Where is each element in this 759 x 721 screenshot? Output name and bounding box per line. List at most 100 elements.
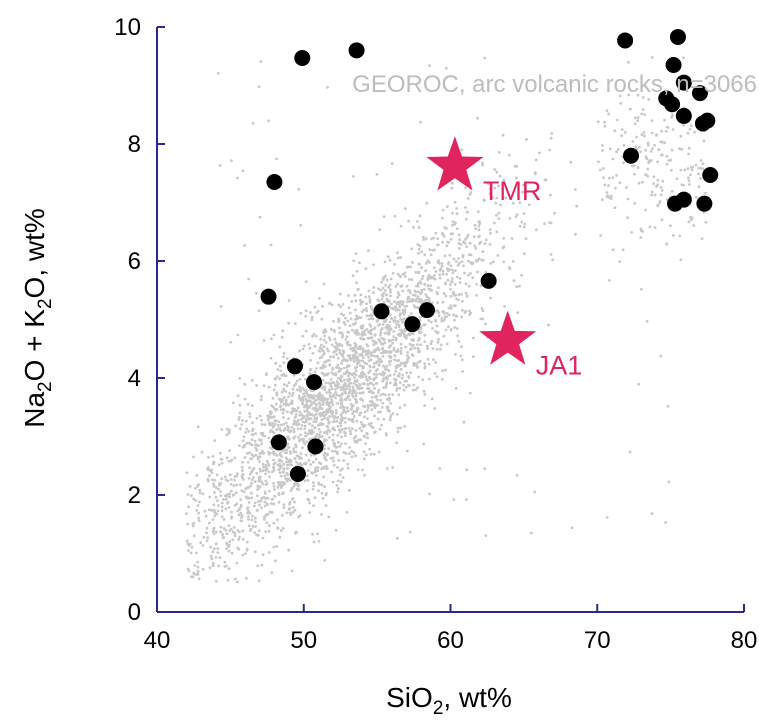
background-point xyxy=(351,274,355,278)
background-point xyxy=(332,420,336,423)
background-point xyxy=(267,119,271,123)
background-point xyxy=(226,493,230,496)
background-point xyxy=(440,264,444,268)
background-point xyxy=(341,334,345,337)
background-point xyxy=(548,148,551,152)
background-point xyxy=(318,391,321,395)
background-point xyxy=(406,360,409,363)
background-point xyxy=(643,134,646,138)
background-point xyxy=(416,243,420,246)
background-point xyxy=(620,134,623,138)
background-point xyxy=(403,403,407,407)
background-point xyxy=(397,293,401,297)
background-point xyxy=(250,478,254,482)
background-point xyxy=(372,383,375,387)
background-point xyxy=(473,244,477,248)
background-point xyxy=(241,445,245,449)
background-point xyxy=(430,237,433,241)
background-point xyxy=(247,524,251,528)
background-point xyxy=(227,459,231,463)
background-point xyxy=(283,383,286,386)
background-point xyxy=(255,448,259,452)
background-point xyxy=(354,369,358,373)
background-point xyxy=(234,424,238,428)
background-point xyxy=(348,371,351,375)
background-point xyxy=(396,291,400,295)
background-point xyxy=(298,349,301,353)
background-point xyxy=(388,381,392,385)
background-point xyxy=(225,433,229,437)
background-point xyxy=(626,216,629,220)
background-point xyxy=(245,547,249,551)
background-point xyxy=(347,452,351,455)
background-point xyxy=(609,197,613,201)
background-point xyxy=(336,466,339,469)
background-point xyxy=(460,260,464,263)
background-point xyxy=(377,410,380,414)
background-point xyxy=(689,173,692,177)
background-point xyxy=(660,129,663,133)
background-point xyxy=(217,487,220,491)
background-point xyxy=(340,435,343,439)
background-point xyxy=(451,280,454,284)
y-label-sub1: 2 xyxy=(35,381,56,392)
background-point xyxy=(365,302,368,305)
background-point xyxy=(253,531,256,534)
background-point xyxy=(391,412,395,415)
background-point xyxy=(304,280,308,283)
background-point xyxy=(267,489,271,493)
background-point xyxy=(220,515,224,519)
background-point xyxy=(199,541,203,545)
background-point xyxy=(236,546,240,550)
background-point xyxy=(419,120,422,124)
background-point xyxy=(297,394,301,397)
background-point xyxy=(309,358,312,362)
background-point xyxy=(394,326,398,329)
background-point xyxy=(479,240,483,244)
background-point xyxy=(323,414,326,418)
background-point xyxy=(391,307,395,311)
background-point xyxy=(498,174,502,178)
background-point xyxy=(281,484,284,487)
background-point xyxy=(295,487,299,491)
background-point xyxy=(348,429,352,433)
background-point xyxy=(428,274,431,278)
background-point xyxy=(502,178,506,182)
background-point xyxy=(240,489,244,492)
background-point xyxy=(418,350,422,353)
background-point xyxy=(330,371,334,374)
background-point xyxy=(342,387,346,391)
background-point xyxy=(238,403,242,407)
background-point xyxy=(648,225,652,229)
background-point xyxy=(663,141,666,145)
background-point xyxy=(335,380,339,384)
background-point xyxy=(311,407,315,410)
background-point xyxy=(432,266,436,270)
background-point xyxy=(423,404,426,407)
background-point xyxy=(345,335,349,338)
background-point xyxy=(368,298,372,301)
background-point xyxy=(301,334,305,338)
background-point xyxy=(305,406,309,410)
background-point xyxy=(376,391,380,394)
background-point xyxy=(276,518,279,522)
background-point xyxy=(352,381,356,385)
background-point xyxy=(253,480,257,484)
background-point xyxy=(313,370,317,374)
background-point xyxy=(323,417,326,420)
background-point xyxy=(455,207,458,210)
background-point xyxy=(320,483,324,487)
background-point xyxy=(409,299,412,303)
background-point xyxy=(355,419,359,423)
background-point xyxy=(484,534,488,537)
background-point xyxy=(622,144,626,147)
background-point xyxy=(416,343,419,346)
background-point xyxy=(333,337,337,341)
background-point xyxy=(393,316,397,319)
background-point xyxy=(267,551,271,554)
background-point xyxy=(310,315,314,319)
background-point xyxy=(343,416,347,420)
background-point xyxy=(278,405,282,408)
background-point xyxy=(538,151,541,155)
background-point xyxy=(361,391,365,394)
